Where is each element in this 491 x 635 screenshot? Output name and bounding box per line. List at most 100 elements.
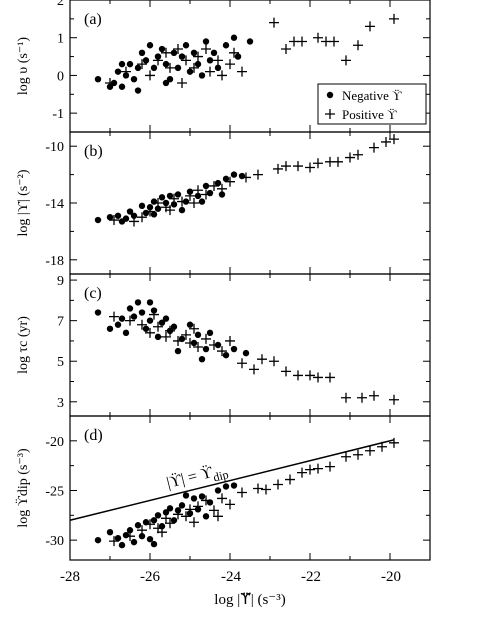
y-axis-label: log ϔdip (s⁻³) [14,448,31,528]
data-point-dot [202,513,210,520]
data-point-dot [114,212,122,219]
data-point-plus [329,36,339,47]
data-point-dot [206,57,214,64]
data-point-dot [166,192,174,200]
data-point-dot [126,208,134,215]
y-tick-label: 0 [57,69,64,84]
data-point-plus [193,185,203,196]
data-point-plus [149,309,159,320]
y-tick-label: 7 [57,315,64,330]
reference-line [69,439,395,522]
data-point-plus [165,518,175,529]
data-point-dot [114,68,122,75]
data-point-plus [357,392,367,403]
data-point-dot [142,57,150,64]
data-point-plus [153,198,163,208]
data-point-plus [137,319,147,330]
data-point-plus [145,206,155,217]
data-point-plus [281,366,291,377]
data-point-dot [130,538,138,546]
data-point-plus [381,136,391,147]
data-point-plus [353,149,363,160]
data-point-plus [225,335,235,346]
data-point-dot [222,175,230,183]
data-point-plus [269,356,279,367]
x-tick-label: -20 [381,569,401,585]
data-point-plus [325,461,335,472]
data-point-plus [201,189,211,200]
data-point-plus [145,327,155,338]
data-point-dot [138,309,146,316]
data-point-plus [205,66,215,77]
data-point-plus [281,44,291,55]
data-point-dot [130,313,138,320]
data-point-dot [198,198,206,205]
data-point-plus [257,354,267,365]
data-point-dot [218,191,226,198]
data-point-plus [129,216,139,227]
data-point-plus [105,77,115,88]
data-point-dot [150,198,158,205]
data-point-dot [122,329,130,337]
data-point-plus [237,487,247,498]
data-point-plus [293,370,303,381]
data-point-dot [146,299,154,306]
x-tick-label: -24 [221,569,241,585]
data-point-plus [201,44,211,55]
data-point-dot [138,532,146,540]
data-point-dot [134,299,142,306]
data-point-plus [181,329,191,340]
panel-frame [69,415,431,561]
panel-c: 3 5 7 9 (c) log τc (yr) [16,273,431,417]
data-point-dot [154,512,162,519]
data-point-dot [146,42,154,49]
data-point-plus [137,212,147,223]
data-point-plus [193,501,203,512]
data-point-plus [189,198,199,208]
data-point-plus [369,142,379,153]
y-tick-label: -20 [45,435,64,450]
x-tick-label: -22 [301,569,321,585]
data-point-dot [246,38,254,45]
data-point-plus [313,463,323,474]
data-point-plus [313,32,323,43]
data-point-dot [202,38,210,45]
data-point-plus [137,525,147,536]
data-point-plus [209,180,219,191]
data-point-dot [206,329,214,337]
data-point-dot [230,482,238,489]
data-point-plus [325,372,335,383]
data-point-plus [365,445,375,456]
series-positive [105,13,399,88]
data-point-plus [341,451,351,462]
data-point-dot [154,333,162,341]
data-point-dot [134,64,142,72]
data-point-dot [202,345,210,353]
data-point-dot [198,356,206,363]
data-point-dot [118,218,126,225]
y-tick-label: -30 [45,534,64,549]
data-point-plus [185,504,195,515]
data-point-plus [173,509,183,520]
data-point-plus [341,392,351,403]
series-negative [94,34,254,94]
data-point-dot [190,495,198,502]
data-point-plus [177,77,187,88]
data-point-dot [114,534,122,542]
data-point-plus [313,372,323,383]
data-point-dot [106,528,114,536]
data-point-dot [162,79,170,87]
data-point-plus [297,36,307,47]
data-point-dot [190,49,198,56]
data-point-plus [109,215,119,226]
data-point-plus [109,536,119,547]
data-point-plus [305,370,315,381]
data-point-plus [353,449,363,460]
series-negative [94,299,250,363]
panel-tag: (a) [84,11,102,28]
data-point-dot [130,212,138,219]
series-positive [109,309,399,405]
data-point-dot [138,49,146,56]
data-point-plus [165,205,175,216]
legend-box [317,83,427,125]
